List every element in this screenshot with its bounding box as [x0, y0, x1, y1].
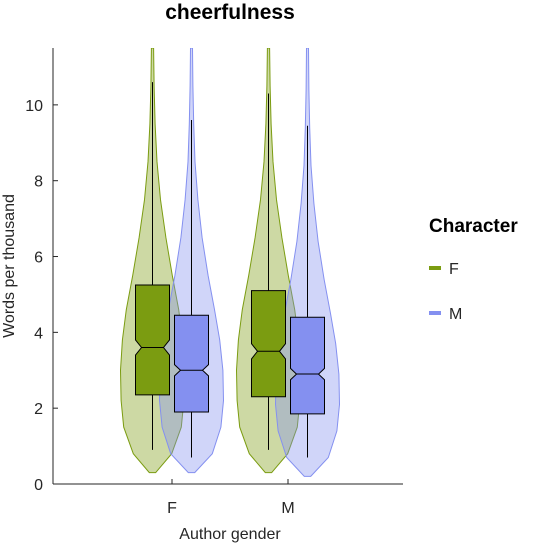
y-tick-label: 8 — [34, 174, 43, 191]
x-tick-label: M — [281, 500, 294, 517]
legend-title: Character — [429, 216, 518, 237]
y-tick-label: 2 — [34, 401, 43, 418]
box-series-m-m — [290, 316, 325, 415]
y-tick-label: 10 — [25, 98, 43, 115]
legend-label-m: M — [449, 306, 462, 323]
x-tick-label: F — [167, 500, 177, 517]
box-series-m-f — [174, 314, 209, 413]
y-tick-label: 4 — [34, 325, 43, 342]
x-axis-label: Author gender — [179, 526, 281, 543]
box-series-f-m — [251, 290, 286, 398]
plot-area — [119, 48, 341, 477]
y-tick-label: 6 — [34, 250, 43, 267]
chart-title: cheerfulness — [165, 1, 295, 24]
legend: Character F M — [429, 216, 518, 323]
box-series-f-f — [135, 284, 170, 396]
y-axis-label: Words per thousand — [1, 194, 18, 338]
y-tick-label: 0 — [34, 477, 43, 494]
legend-label-f: F — [449, 261, 459, 278]
axes: 0 2 4 6 8 10 F M — [25, 48, 403, 517]
